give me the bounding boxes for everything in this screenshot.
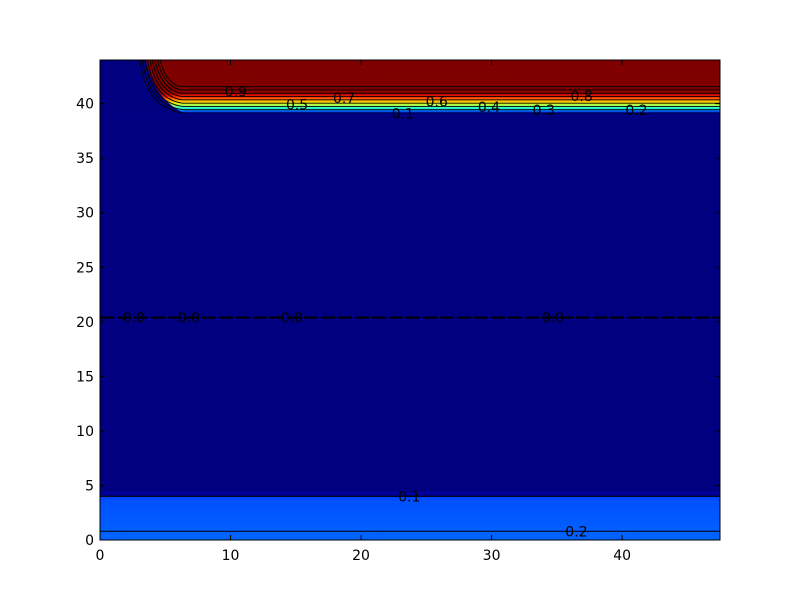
y-tick-label: 5: [85, 478, 94, 494]
contour-label: 0.0: [123, 310, 145, 326]
contour-line: [144, 60, 720, 107]
contour-label: 0.8: [571, 89, 593, 105]
y-tick-label: 25: [76, 260, 94, 276]
contour-label-text: 0.6: [426, 94, 448, 110]
contour-label: 0.3: [533, 103, 555, 119]
contour-line: [154, 60, 720, 94]
contour-label-text: 0.1: [392, 106, 414, 122]
contour-label: 0.2: [625, 103, 647, 119]
y-tick-label: 30: [76, 206, 94, 222]
contour-label-text: 0.1: [398, 489, 420, 505]
contour-label: 0.5: [286, 98, 308, 114]
region-middle: [100, 60, 720, 540]
contour-label: 0.6: [426, 94, 448, 110]
x-tick-label: 10: [222, 548, 240, 564]
region-bottom-band: [100, 496, 720, 540]
contour-label-text: 0.4: [478, 100, 500, 116]
contour-label: 0.2: [565, 524, 587, 540]
contour-label-text: 0.0: [281, 310, 303, 326]
contour-line: [142, 60, 720, 111]
contour-label: 0.7: [333, 91, 355, 107]
plot-area: 0.9 0.7 0.5 0.6 0.4 0.8 0.3 0.2 0.1 0.0 0.0 0.0 0.0 0…: [100, 60, 720, 540]
contour-label-text: 0.0: [178, 310, 200, 326]
contour-label-text: 0.8: [571, 89, 593, 105]
axes: 0 10 20 30 40 0 5 10 15 20 25 30 35 40: [76, 60, 720, 564]
contour-label: 0.0: [281, 310, 303, 326]
plot-frame: [99, 59, 721, 541]
region-corner-low: [100, 60, 186, 114]
x-tick-label: 0: [96, 548, 105, 564]
contour-label-text: 0.2: [565, 524, 587, 540]
contour-line: [149, 60, 720, 101]
x-tick-label: 40: [613, 548, 631, 564]
x-tick-label: 30: [483, 548, 501, 564]
x-tick-label: 20: [352, 548, 370, 564]
contour-line: [157, 60, 720, 91]
y-tick-label: 35: [76, 151, 94, 167]
contour-label-text: 0.9: [225, 85, 247, 101]
y-tick-label: 40: [76, 97, 94, 113]
contour-label-text: 0.3: [533, 103, 555, 119]
y-tick-label: 15: [76, 369, 94, 385]
contour-line: [139, 60, 720, 114]
contour-line: [152, 60, 720, 97]
y-tick-label: 0: [85, 533, 94, 549]
contour-label: 0.1: [392, 106, 414, 122]
contour-label-text: 0.2: [625, 103, 647, 119]
region-top-band: [100, 60, 720, 115]
contour-label-text: 0.0: [123, 310, 145, 326]
contour-label: 0.1: [398, 489, 420, 505]
contour-label-text: 0.0: [542, 310, 564, 326]
contour-label: 0.0: [178, 310, 200, 326]
contour-label: 0.9: [225, 85, 247, 101]
contour-line: [147, 60, 720, 104]
y-tick-label: 10: [76, 424, 94, 440]
contour-label: 0.4: [478, 100, 500, 116]
y-tick-label: 20: [76, 315, 94, 331]
contour-label-text: 0.7: [333, 91, 355, 107]
contour-line: [159, 60, 720, 88]
contour-label-text: 0.5: [286, 98, 308, 114]
contour-label: 0.0: [542, 310, 564, 326]
